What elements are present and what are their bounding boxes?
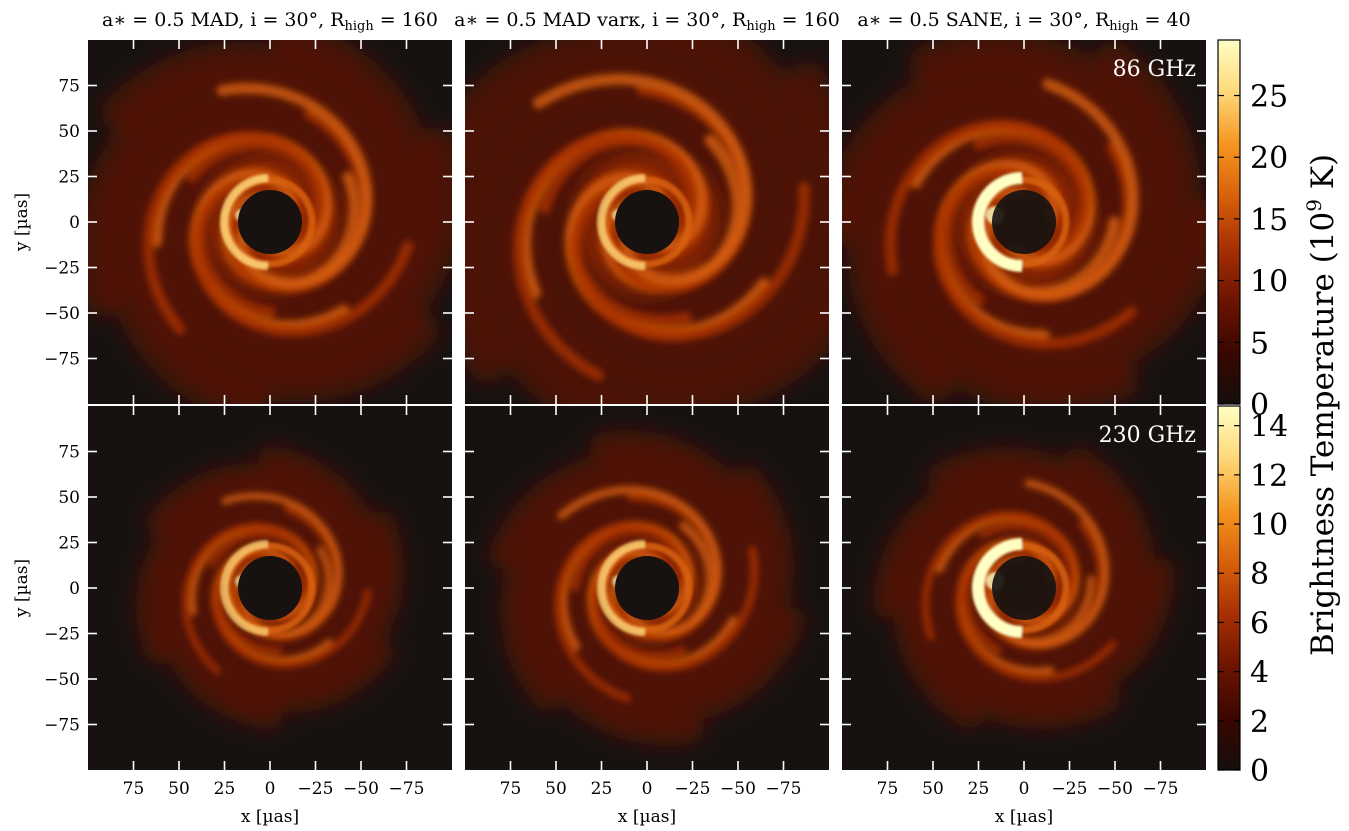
y-tick-label: −75	[44, 350, 80, 370]
black-hole-shadow	[238, 190, 302, 254]
column-title-value: = 160	[374, 9, 438, 31]
black-hole-shadow	[992, 556, 1056, 620]
y-tick-label: 50	[58, 122, 80, 142]
y-tick-label: −75	[44, 716, 80, 736]
column-title-params: , i = 30°, R	[238, 9, 345, 31]
colorbar-label: Brightness Temperature (109 K)	[1302, 154, 1341, 656]
y-tick-label: −25	[44, 259, 80, 279]
colorbar-tick-label: 14	[1250, 410, 1288, 445]
y-tick-label: 75	[58, 443, 80, 463]
column-title-params: , i = 30°, R	[640, 9, 747, 31]
colorbar-tick-label: 20	[1250, 141, 1288, 176]
colorbar-label-text: Brightness Temperature (10	[1305, 212, 1341, 656]
column-title-model: a∗ = 0.5 MAD varκ	[454, 9, 640, 31]
column-title-subscript: high	[344, 19, 374, 34]
x-tick-label: 75	[877, 779, 899, 799]
column-title-1: a∗ = 0.5 MAD varκ, i = 30°, Rhigh = 160	[454, 9, 840, 34]
x-tick-label: −50	[720, 779, 756, 799]
column-title-subscript: high	[1109, 19, 1139, 34]
spiral-arms	[921, 479, 1117, 682]
image-panel-r0-c1	[465, 40, 829, 404]
x-tick-label: 0	[265, 779, 276, 799]
colorbar-label-superscript: 9	[1302, 199, 1326, 212]
x-tick-label: 50	[922, 779, 944, 799]
panel-ticks	[842, 406, 1206, 770]
colorbar-tick-label: 10	[1250, 508, 1288, 543]
panel-ticks	[842, 40, 1206, 404]
y-tick-label: −25	[44, 625, 80, 645]
colorbar-tick-label: 6	[1250, 606, 1269, 641]
colorbar-tick-label: 12	[1250, 459, 1288, 494]
image-panel-r0-c2	[842, 40, 1206, 404]
colorbar-row-1: 0 2 4 6 8 10 12 14	[1217, 405, 1288, 789]
x-tick-label: 50	[168, 779, 190, 799]
x-axis-label: x [µas]	[995, 807, 1053, 827]
column-title-value: = 160	[776, 9, 840, 31]
image-panel-r1-c2	[842, 406, 1206, 770]
x-axis-label: x [µas]	[241, 807, 299, 827]
black-hole-shadow	[615, 556, 679, 620]
x-tick-label: 25	[214, 779, 236, 799]
column-title-model: a∗ = 0.5 SANE	[857, 9, 1003, 31]
colorbar-label-unit: K)	[1305, 154, 1341, 199]
colorbar-tick-label: 8	[1250, 557, 1269, 592]
colorbar-tick-label: 25	[1250, 80, 1288, 115]
x-tick-label: −25	[675, 779, 711, 799]
column-title-subscript: high	[746, 19, 776, 34]
column-title-value: = 40	[1139, 9, 1191, 31]
y-tick-label: 75	[58, 77, 80, 97]
panel-ticks	[88, 40, 452, 404]
x-tick-label: −75	[1143, 779, 1179, 799]
panel-ticks	[465, 40, 829, 404]
x-tick-label: −75	[389, 779, 425, 799]
x-tick-label: −50	[343, 779, 379, 799]
image-panel-r1-c0	[88, 406, 452, 770]
x-tick-label: 25	[591, 779, 613, 799]
colorbar-tick-label: 5	[1250, 326, 1269, 361]
panel-ticks	[88, 406, 452, 770]
image-panel-r1-c1	[465, 406, 829, 770]
colorbar-tick-label: 2	[1250, 705, 1269, 740]
x-tick-label: −25	[298, 779, 334, 799]
column-title-model: a∗ = 0.5 MAD	[102, 9, 239, 31]
x-tick-label: 0	[1019, 779, 1030, 799]
x-tick-label: 50	[545, 779, 567, 799]
y-tick-label: 25	[58, 168, 80, 188]
x-tick-label: 25	[968, 779, 990, 799]
y-tick-label: 0	[69, 579, 80, 599]
column-title-0: a∗ = 0.5 MAD, i = 30°, Rhigh = 160	[102, 9, 438, 34]
black-hole-shadow	[992, 190, 1056, 254]
frequency-label-row-0: 86 GHz	[1113, 57, 1196, 82]
x-tick-label: −75	[766, 779, 802, 799]
x-tick-label: 75	[123, 779, 145, 799]
y-tick-label: −50	[44, 304, 80, 324]
column-title-2: a∗ = 0.5 SANE, i = 30°, Rhigh = 40	[857, 9, 1190, 34]
y-tick-label: 50	[58, 488, 80, 508]
black-hole-shadow	[615, 190, 679, 254]
colorbar-row-0: 0 5 10 15 20 25	[1217, 39, 1288, 423]
y-axis-label: y [µas]	[12, 193, 32, 252]
x-tick-label: 0	[642, 779, 653, 799]
colorbar-tick-label: 0	[1250, 754, 1269, 789]
black-hole-shadow	[238, 556, 302, 620]
column-title-params: , i = 30°, R	[1003, 9, 1110, 31]
colorbar-tick-label: 15	[1250, 203, 1288, 238]
colorbar-tick-label: 0	[1250, 388, 1269, 423]
x-axis-label: x [µas]	[618, 807, 676, 827]
colorbar-tick-label: 4	[1250, 656, 1269, 691]
x-tick-label: 75	[500, 779, 522, 799]
panel-ticks	[465, 406, 829, 770]
y-tick-label: 0	[69, 213, 80, 233]
y-tick-label: −50	[44, 670, 80, 690]
x-tick-label: −25	[1052, 779, 1088, 799]
y-axis-label: y [µas]	[12, 559, 32, 618]
image-panel-r0-c0	[88, 40, 452, 404]
frequency-label-row-1: 230 GHz	[1099, 423, 1196, 448]
y-tick-label: 25	[58, 534, 80, 554]
colorbar-tick-label: 10	[1250, 265, 1288, 300]
x-tick-label: −50	[1097, 779, 1133, 799]
